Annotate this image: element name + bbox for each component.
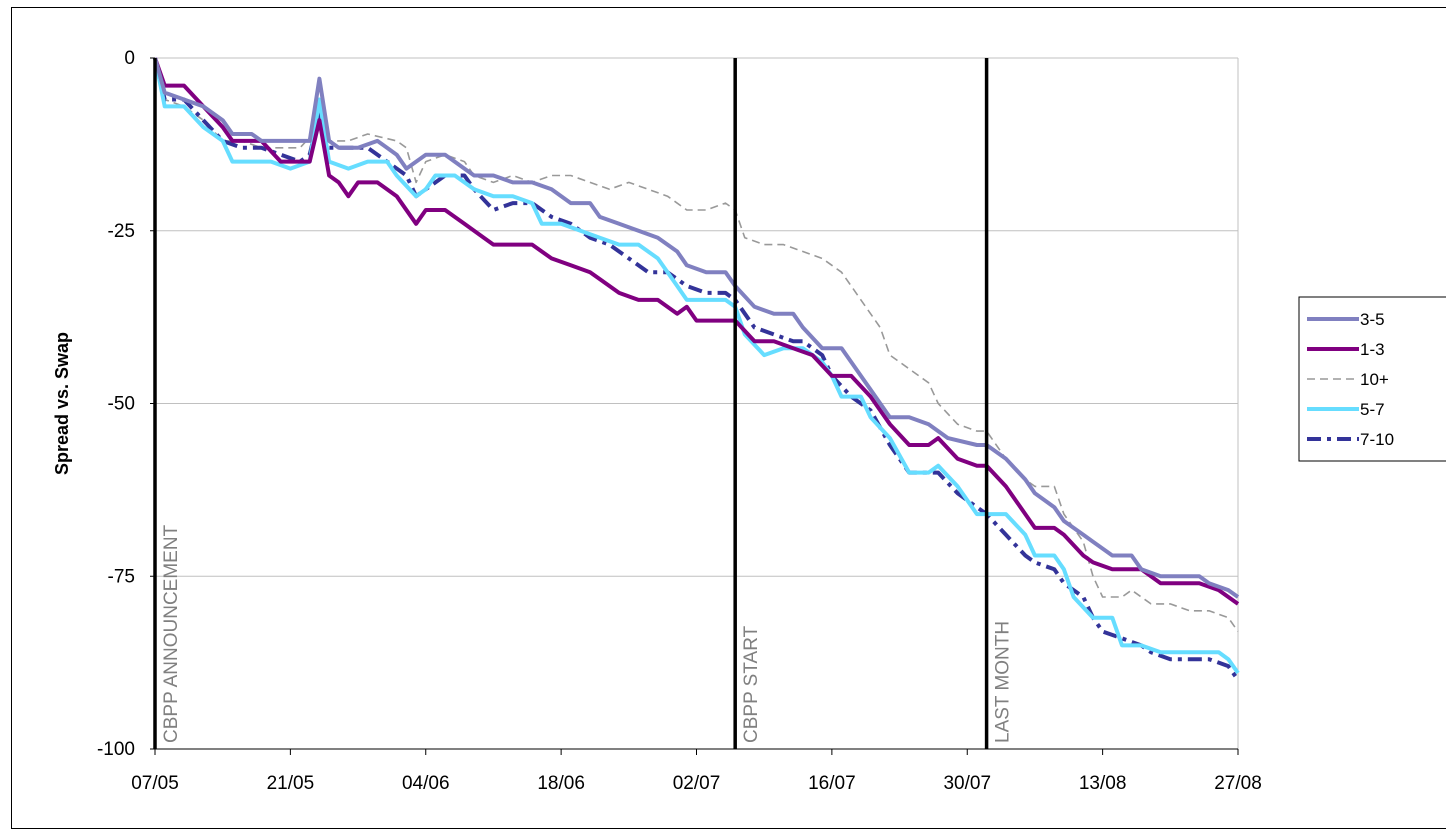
legend-label: 10+ bbox=[1360, 370, 1389, 389]
y-tick-label: -100 bbox=[97, 739, 135, 760]
legend-label: 1-3 bbox=[1360, 340, 1385, 359]
x-tick-label: 21/05 bbox=[267, 773, 315, 794]
x-tick-label: 16/07 bbox=[808, 773, 856, 794]
series-lines bbox=[153, 57, 1240, 682]
gridlines bbox=[155, 57, 1239, 749]
series-line-1-3 bbox=[153, 57, 1240, 606]
x-tick-label: 04/06 bbox=[402, 773, 450, 794]
legend-label: 7-10 bbox=[1360, 430, 1394, 449]
axes: 0 -25 -50 -75 -100 07/05 21/05 04/06 18/06 02/07 1… bbox=[97, 48, 1262, 794]
x-tick-label: 07/05 bbox=[131, 773, 179, 794]
chart-frame bbox=[11, 7, 1446, 829]
x-tick-label: 30/07 bbox=[943, 773, 991, 794]
legend-label: 5-7 bbox=[1360, 400, 1385, 419]
event-markers: CBPP ANNOUNCEMENT CBPP START LAST MONTH bbox=[153, 58, 1014, 749]
y-axis-label: Spread vs. Swap bbox=[52, 332, 72, 475]
x-tick-label: 18/06 bbox=[537, 773, 585, 794]
y-tick-label: -50 bbox=[108, 394, 135, 415]
legend-label: 3-5 bbox=[1360, 310, 1385, 329]
y-tick-label: -25 bbox=[108, 221, 135, 242]
y-tick-label: 0 bbox=[124, 48, 135, 69]
x-tick-label: 02/07 bbox=[673, 773, 721, 794]
event-label: CBPP ANNOUNCEMENT bbox=[161, 524, 182, 743]
legend: 3-5 1-3 10+ 5-7 7-10 bbox=[1298, 296, 1446, 462]
series-line-7-10 bbox=[153, 57, 1240, 682]
x-tick-label: 13/08 bbox=[1079, 773, 1127, 794]
series-line-5-7 bbox=[153, 57, 1240, 675]
event-label: LAST MONTH bbox=[993, 621, 1014, 743]
x-tick-label: 27/08 bbox=[1214, 773, 1262, 794]
y-tick-label: -75 bbox=[108, 566, 135, 587]
series-line-3-5 bbox=[153, 57, 1240, 599]
event-label: CBPP START bbox=[741, 625, 762, 743]
